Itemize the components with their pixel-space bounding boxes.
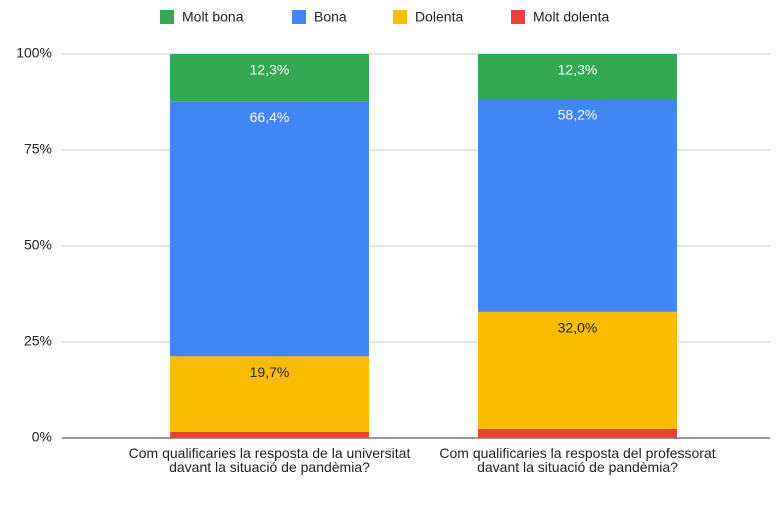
y-tick-label: 0%	[32, 429, 52, 445]
data-label: 32,0%	[558, 320, 598, 336]
legend-swatch	[393, 10, 407, 24]
bar-segment	[170, 356, 369, 432]
legend-label: Bona	[314, 9, 347, 25]
x-tick-label-box: Com qualificaries la resposta del profes…	[439, 446, 716, 475]
legend-label: Molt dolenta	[533, 9, 609, 25]
bar-segment	[478, 98, 677, 312]
data-label: 12,3%	[250, 62, 290, 78]
legend-label: Dolenta	[415, 9, 463, 25]
y-tick-label: 75%	[24, 141, 52, 157]
x-tick-label: Com qualificaries la resposta del profes…	[439, 446, 716, 475]
bar-segment	[170, 54, 369, 102]
data-label: 66,4%	[250, 109, 290, 125]
y-tick-label: 25%	[24, 333, 52, 349]
bar-segment	[478, 428, 677, 438]
bar-segment	[478, 311, 677, 429]
data-label: 19,7%	[250, 364, 290, 380]
x-tick-label-box: Com qualificaries la resposta de la univ…	[128, 446, 411, 475]
bar-segment	[478, 54, 677, 99]
y-tick-label: 50%	[24, 237, 52, 253]
data-label: 12,3%	[558, 62, 598, 78]
bar-segment	[170, 101, 369, 357]
x-tick-label: Com qualificaries la resposta de la univ…	[128, 446, 411, 475]
bar-segment	[170, 431, 369, 438]
legend-label: Molt bona	[182, 9, 244, 25]
y-tick-label: 100%	[16, 45, 52, 61]
legend-swatch	[292, 10, 306, 24]
data-label: 58,2%	[558, 107, 598, 123]
legend-swatch	[511, 10, 525, 24]
legend-swatch	[160, 10, 174, 24]
